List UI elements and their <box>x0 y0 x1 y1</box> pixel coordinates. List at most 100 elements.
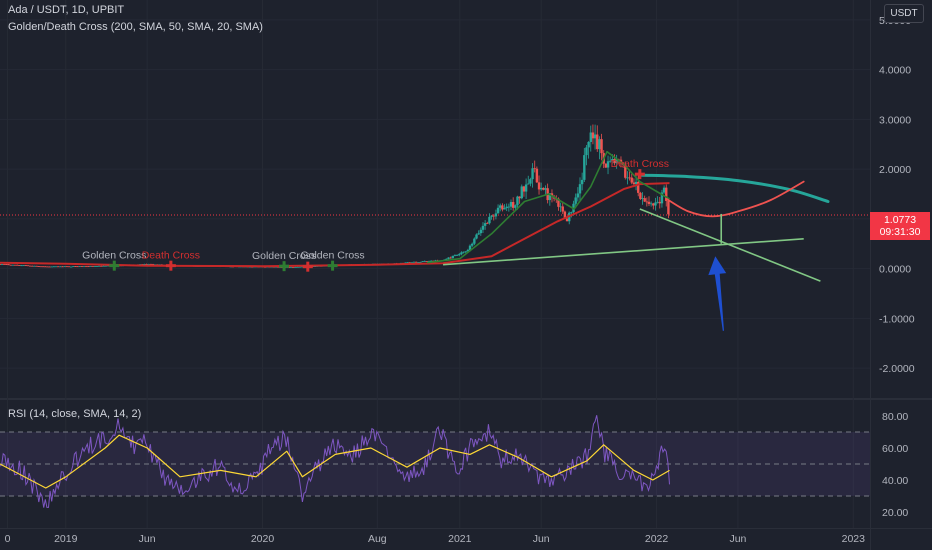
candle-body <box>505 206 508 209</box>
trendline <box>639 208 821 282</box>
candle-body <box>294 267 297 268</box>
candle-body <box>548 193 552 201</box>
candle-body <box>35 265 38 267</box>
rsi-tick-label: 80.00 <box>882 411 908 423</box>
candle-body <box>48 266 51 268</box>
candle-body <box>481 225 485 230</box>
x-tick-label: Jun <box>139 533 156 545</box>
candle-body <box>276 266 280 268</box>
candle-body <box>583 155 586 180</box>
candle-body <box>488 216 491 224</box>
pane-separator <box>0 398 932 400</box>
rsi-tick-label: 40.00 <box>882 475 908 487</box>
sma50-line <box>426 150 670 264</box>
candle-body <box>41 266 45 268</box>
candle-body <box>421 261 424 263</box>
currency-button[interactable]: USDT <box>884 4 924 23</box>
x-tick-label: 2020 <box>251 533 275 545</box>
candle-body <box>91 266 94 267</box>
candle-body <box>80 266 84 268</box>
candle-body <box>496 207 500 214</box>
candle-body <box>654 202 657 206</box>
death-cross-label: Death Cross <box>611 158 669 170</box>
candle-body <box>100 265 103 267</box>
candle-body <box>106 265 110 267</box>
signal-cross-v <box>331 260 335 271</box>
x-tick-label: 0 <box>5 533 11 545</box>
price-tick-label: 3.0000 <box>879 114 911 126</box>
x-tick-label: Jun <box>533 533 550 545</box>
candle-body <box>300 266 304 268</box>
candle-body <box>630 177 633 183</box>
candle-body <box>507 206 511 208</box>
candle-body <box>604 163 608 168</box>
candle-body <box>425 261 429 262</box>
candle-body <box>535 168 539 183</box>
candle-body <box>660 192 664 204</box>
candle-body <box>82 266 86 268</box>
candle-body <box>570 212 573 213</box>
rsi-pane <box>0 415 870 508</box>
candle-body <box>95 266 99 267</box>
candle-body <box>665 187 668 201</box>
candle-body <box>637 181 640 193</box>
candle-body <box>423 261 426 262</box>
candle-body <box>580 179 584 185</box>
candle-body <box>28 265 32 267</box>
candle-body <box>406 262 409 264</box>
candle-body <box>408 262 411 264</box>
death-cross-label: Death Cross <box>142 250 200 262</box>
candle-body <box>72 266 75 268</box>
candle-body <box>527 183 530 185</box>
candle-body <box>468 245 472 250</box>
candle-body <box>313 266 316 267</box>
candle-body <box>46 266 49 268</box>
signal-cross-v <box>169 260 173 271</box>
candle-body <box>503 208 506 210</box>
candle-body <box>589 132 592 142</box>
indicator-title[interactable]: Golden/Death Cross (200, SMA, 50, SMA, 2… <box>8 21 263 33</box>
candle-body <box>658 201 661 204</box>
candle-body <box>524 184 528 192</box>
golden-cross-label: Golden Cross <box>252 250 316 262</box>
candle-body <box>451 255 454 259</box>
candle-body <box>417 262 420 264</box>
candle-body <box>460 252 463 255</box>
candle-body <box>18 265 21 266</box>
candle-body <box>490 215 493 217</box>
candle-body <box>529 179 532 184</box>
candle-body <box>39 266 43 268</box>
candle-body <box>270 266 273 268</box>
candle-body <box>447 257 450 259</box>
candle-body <box>520 186 523 199</box>
candle-body <box>419 262 422 263</box>
candle-body <box>445 258 448 260</box>
candle-body <box>3 264 6 265</box>
candle-body <box>289 266 293 268</box>
candle-body <box>462 251 465 253</box>
price-tick-label: 4.0000 <box>879 65 911 77</box>
candle-body <box>31 265 34 267</box>
x-tick-label: 2019 <box>54 533 78 545</box>
candle-body <box>464 251 467 253</box>
candle-body <box>542 187 545 190</box>
rsi-ma-line <box>0 434 670 489</box>
rsi-tick-label: 60.00 <box>882 443 908 455</box>
candle-body <box>587 141 590 148</box>
candle-body <box>563 211 567 219</box>
rsi-tick-label: 20.00 <box>882 507 908 519</box>
candle-body <box>608 160 612 162</box>
symbol-title[interactable]: Ada / USDT, 1D, UPBIT <box>8 4 125 16</box>
rsi-title[interactable]: RSI (14, close, SMA, 14, 2) <box>8 408 142 420</box>
candle-body <box>76 266 79 268</box>
candle-body <box>613 158 616 164</box>
candle-body <box>606 161 610 168</box>
candle-body <box>643 198 646 202</box>
candle-body <box>87 266 90 268</box>
candle-body <box>645 201 649 203</box>
candle-body <box>544 188 547 190</box>
candle-body <box>9 264 12 266</box>
